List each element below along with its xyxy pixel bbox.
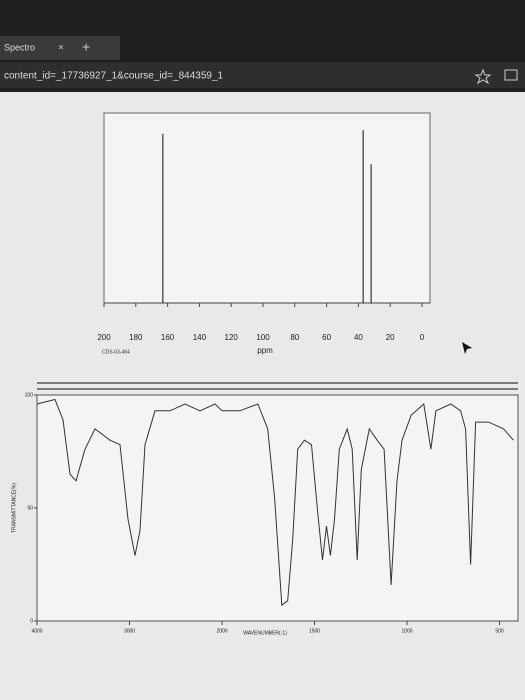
x-tick-label: 140 (193, 333, 207, 342)
x-tick-label: 500 (495, 628, 504, 634)
y-tick-label: 100 (25, 392, 34, 398)
x-tick-label: 120 (225, 333, 239, 342)
x-tick-label: 80 (290, 333, 299, 342)
x-tick-label: 1500 (309, 628, 320, 634)
ir-trace (36, 398, 514, 607)
x-tick-label: 4000 (31, 628, 42, 634)
x-axis-label: ppm (257, 346, 273, 355)
x-tick-label: 0 (420, 333, 425, 342)
tab-close[interactable]: × (58, 43, 64, 54)
y-tick-label: 0 (30, 618, 33, 624)
y-axis-label: TRANSMITTANCE(%) (11, 483, 17, 533)
ir-frame (36, 394, 519, 622)
x-tick-label: 60 (322, 333, 331, 342)
annotation: CDS-03-464 (102, 349, 130, 355)
cursor (462, 342, 472, 354)
x-axis-label: WAVENUMBER(-1) (243, 630, 287, 636)
address-bar[interactable] (0, 62, 525, 88)
url: content_id=_17736927_1&course_id=_844359… (4, 71, 224, 82)
x-tick-label: 200 (97, 333, 111, 342)
x-tick-label: 180 (129, 333, 143, 342)
x-tick-label: 160 (161, 333, 175, 342)
tab[interactable] (0, 36, 120, 60)
x-tick-label: 100 (256, 333, 270, 342)
menu-icon[interactable] (504, 69, 518, 81)
nmr-frame (103, 112, 431, 304)
x-tick-label: 1000 (401, 628, 412, 634)
y-tick-label: 50 (27, 505, 33, 511)
tab-title: Spectro (4, 42, 35, 52)
x-tick-label: 2000 (216, 628, 227, 634)
bookmark-star[interactable] (474, 68, 492, 85)
x-tick-label: 40 (354, 333, 363, 342)
x-tick-label: 3000 (124, 628, 135, 634)
x-tick-label: 20 (386, 333, 395, 342)
new-tab[interactable]: + (82, 39, 90, 55)
